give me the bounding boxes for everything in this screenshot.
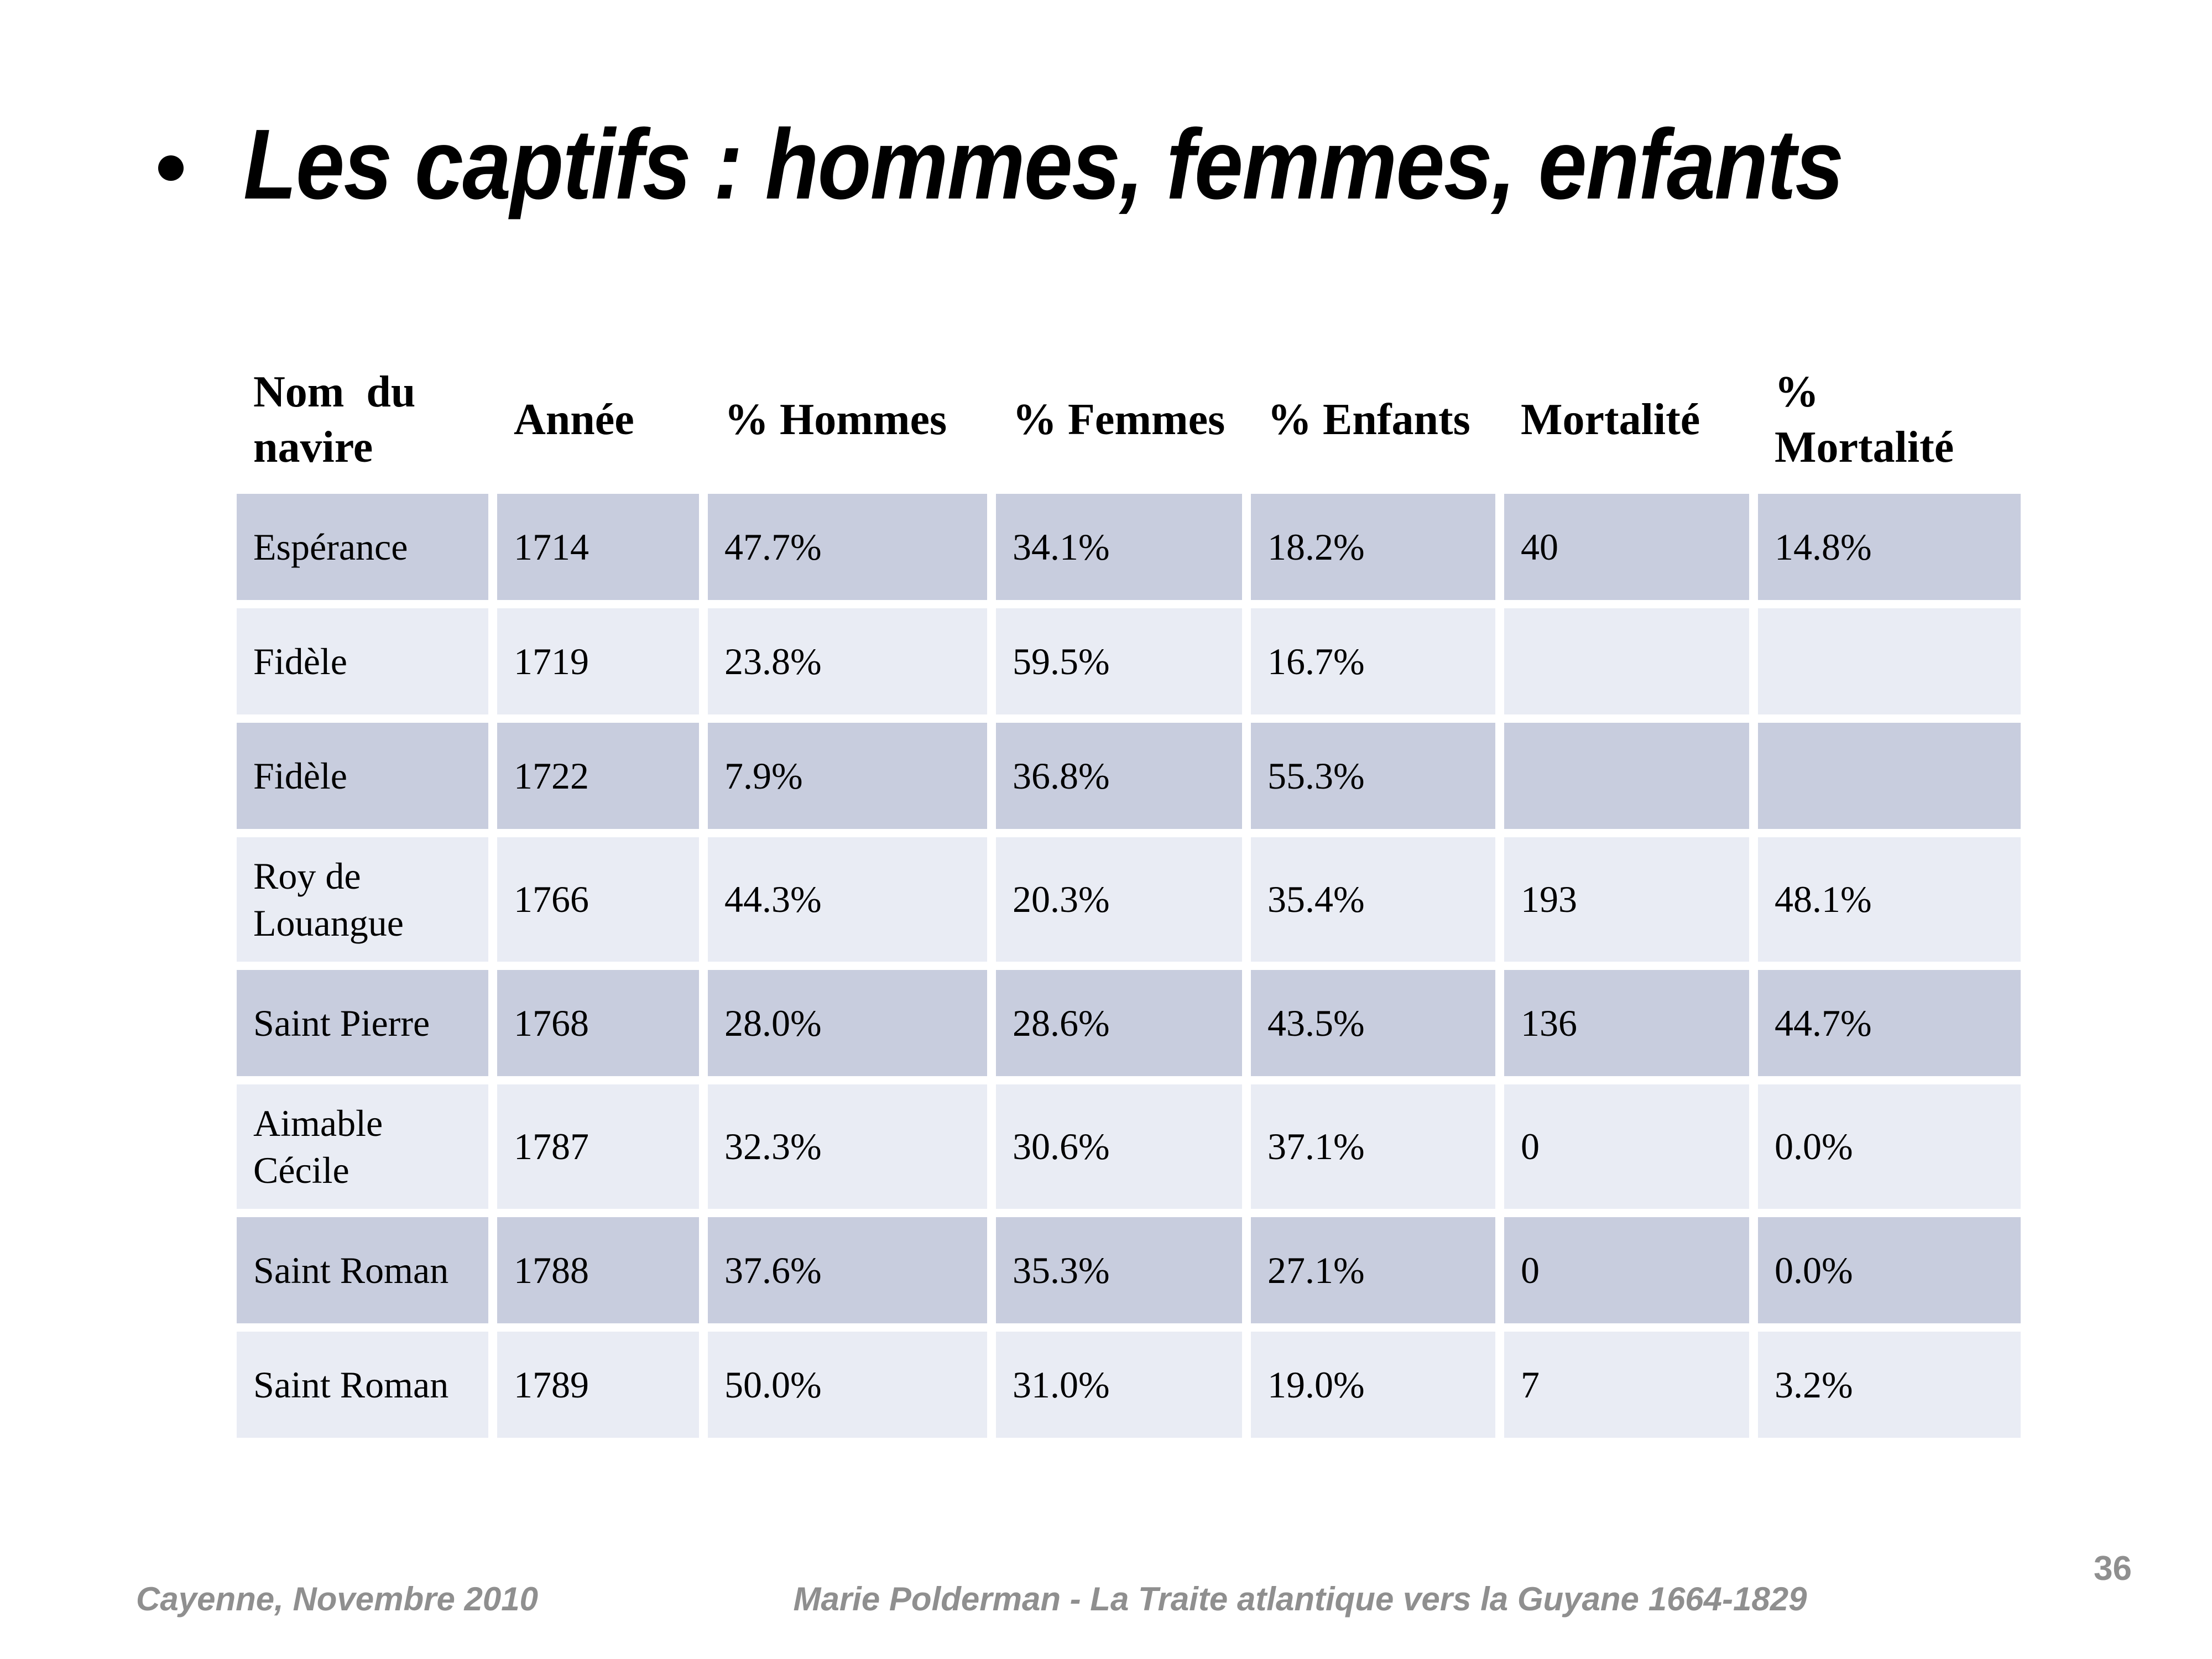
column-header: Nom du navire — [253, 368, 416, 472]
table-cell: 50.0% — [708, 1332, 987, 1438]
table-cell: 30.6% — [996, 1084, 1242, 1209]
table-cell: 32.3% — [708, 1084, 987, 1209]
table-cell: 1719 — [497, 608, 699, 714]
table-cell: 7.9% — [708, 723, 987, 829]
table-cell: 31.0% — [996, 1332, 1242, 1438]
table-cell: 14.8% — [1758, 494, 2021, 600]
table-cell: 28.6% — [996, 970, 1242, 1076]
table-cell: 0 — [1504, 1217, 1749, 1323]
table-cell: 7 — [1504, 1332, 1749, 1438]
table-cell: 35.4% — [1251, 837, 1495, 962]
table-cell: Espérance — [237, 494, 488, 600]
page-title: Les captifs : hommes, femmes, enfants — [243, 109, 1844, 220]
table-cell: Roy de Louangue — [237, 837, 488, 962]
table-cell — [1504, 723, 1749, 829]
footer-location-date: Cayenne, Novembre 2010 — [136, 1580, 539, 1618]
table-cell: Saint Pierre — [237, 970, 488, 1076]
table-cell — [1758, 608, 2021, 714]
table-cell: Fidèle — [237, 723, 488, 829]
table-cell: 1768 — [497, 970, 699, 1076]
table-cell: 193 — [1504, 837, 1749, 962]
table-cell: 44.3% — [708, 837, 987, 962]
table-cell: 1788 — [497, 1217, 699, 1323]
table-cell: 1714 — [497, 494, 699, 600]
column-header: Mortalité — [1521, 395, 1700, 444]
table-cell: 35.3% — [996, 1217, 1242, 1323]
table-cell: 1787 — [497, 1084, 699, 1209]
table-cell: 43.5% — [1251, 970, 1495, 1076]
table-cell: Saint Roman — [237, 1217, 488, 1323]
table-cell: 36.8% — [996, 723, 1242, 829]
table-cell: 55.3% — [1251, 723, 1495, 829]
table-cell: 0.0% — [1758, 1084, 2021, 1209]
footer-author-title: Marie Polderman - La Traite atlantique v… — [793, 1580, 1807, 1618]
table-cell — [1504, 608, 1749, 714]
table-cell: 47.7% — [708, 494, 987, 600]
table-cell: 1722 — [497, 723, 699, 829]
table-cell: 1789 — [497, 1332, 699, 1438]
table-cell: 48.1% — [1758, 837, 2021, 962]
table-cell: 1766 — [497, 837, 699, 962]
table-cell: 37.6% — [708, 1217, 987, 1323]
page-number: 36 — [2094, 1550, 2132, 1588]
table-cell: 0.0% — [1758, 1217, 2021, 1323]
table-cell: 18.2% — [1251, 494, 1495, 600]
column-header: % Femmes — [1013, 395, 1225, 444]
table-cell: 16.7% — [1251, 608, 1495, 714]
table-cell: 28.0% — [708, 970, 987, 1076]
table-cell: 40 — [1504, 494, 1749, 600]
table-cell: 34.1% — [996, 494, 1242, 600]
column-header: % Mortalité — [1775, 368, 1954, 472]
table-cell: 37.1% — [1251, 1084, 1495, 1209]
column-header: % Hommes — [724, 395, 947, 444]
table-cell: 59.5% — [996, 608, 1242, 714]
table-cell: Fidèle — [237, 608, 488, 714]
table-cell: 23.8% — [708, 608, 987, 714]
table-cell: 136 — [1504, 970, 1749, 1076]
table-cell: Saint Roman — [237, 1332, 488, 1438]
table-cell: 0 — [1504, 1084, 1749, 1209]
table-cell: 44.7% — [1758, 970, 2021, 1076]
table-cell: 3.2% — [1758, 1332, 2021, 1438]
ship-table: Nom du navire Année % Hommes % Femmes % Enfa… — [237, 354, 2021, 1438]
table-cell: 27.1% — [1251, 1217, 1495, 1323]
table-cell: Aimable Cécile — [237, 1084, 488, 1209]
column-header: Année — [514, 395, 634, 444]
bullet-icon — [158, 155, 184, 181]
table-cell — [1758, 723, 2021, 829]
table-cell: 20.3% — [996, 837, 1242, 962]
table-cell: 19.0% — [1251, 1332, 1495, 1438]
column-header: % Enfants — [1267, 395, 1470, 444]
